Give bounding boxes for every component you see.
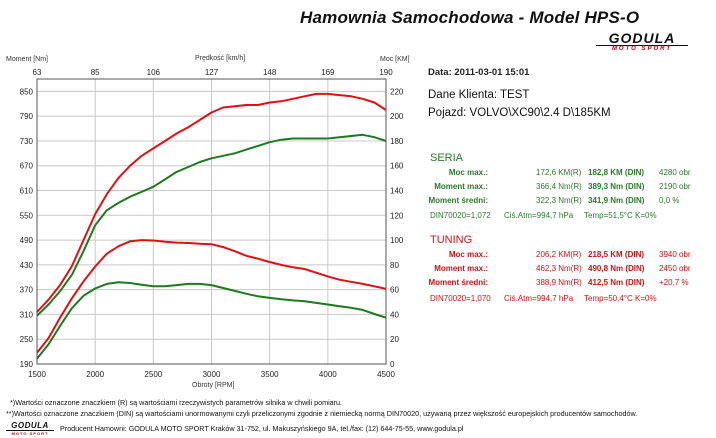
result-extra: +20,7 % — [659, 278, 689, 287]
left-tick-label: 190 — [20, 360, 34, 369]
right-axis-label: Moc [KM] — [380, 56, 410, 63]
vehicle-name: Pojazd: VOLVO\XC90\2.4 D\185KM — [428, 107, 611, 119]
left-tick-label: 490 — [20, 236, 34, 245]
left-tick-label: 370 — [20, 286, 34, 295]
result-value-r: 172,6 KM(R) — [536, 168, 582, 177]
tuning-temp: Temp=50,4°C K=0% — [584, 294, 657, 303]
tuning-din: DIN70020=1,070 — [430, 294, 491, 303]
seria-din: DIN70020=1,072 — [430, 211, 491, 220]
result-value-r: 462,3 Nm(R) — [536, 264, 582, 273]
footnote-r: *)Wartości oznaczone znaczkiem (R) są wa… — [10, 398, 343, 407]
seria-temp: Temp=51,5°C K=0% — [584, 211, 657, 220]
left-axis-label: Moment [Nm] — [6, 56, 49, 63]
right-tick-label: 120 — [390, 211, 404, 220]
left-tick-label: 610 — [20, 187, 34, 196]
bottom-axis-label: Obroty [RPM] — [192, 382, 235, 389]
x-tick-label: 1500 — [28, 370, 46, 379]
right-tick-label: 180 — [390, 137, 404, 146]
chart-grid — [36, 79, 387, 365]
result-label: Moc max.: — [448, 168, 488, 177]
left-tick-label: 310 — [20, 310, 34, 319]
seria-atm: Ciś.Atm=994,7 hPa — [504, 211, 574, 220]
x-tick-label: 2500 — [144, 370, 162, 379]
chart-series — [36, 92, 387, 360]
logo-sub-text: MOTO SPORT — [596, 45, 688, 53]
seria-heading: SERIA — [430, 152, 464, 164]
left-tick-label: 430 — [20, 261, 34, 270]
top-tick-label: 169 — [321, 68, 335, 77]
left-tick-label: 550 — [20, 211, 34, 220]
top-tick-label: 106 — [147, 68, 161, 77]
left-tick-label: 790 — [20, 112, 34, 121]
measurement-date: Data: 2011-03-01 15:01 — [428, 67, 530, 78]
right-tick-label: 100 — [390, 236, 404, 245]
chart-title: Hamownia Samochodowa - Model HPS-O — [300, 8, 640, 27]
x-tick-label: 3500 — [261, 370, 279, 379]
result-extra: 3940 obr — [659, 250, 691, 259]
tuning-atm: Ciś.Atm=994,7 hPa — [504, 294, 574, 303]
result-label: Moment średni: — [428, 278, 488, 287]
godula-logo: GODULA MOTO SPORT — [596, 31, 688, 53]
top-tick-label: 85 — [91, 68, 100, 77]
producer-info: Producent Hamowni: GODULA MOTO SPORT Kra… — [60, 424, 464, 433]
chart-ticks: 1500632000852500106300012735001484000169… — [20, 68, 404, 379]
series-moc-seria-line — [36, 133, 387, 317]
result-value-din: 218,5 KM (DIN) — [588, 250, 645, 259]
result-label: Moment średni: — [428, 196, 488, 205]
plot-frame — [36, 78, 387, 365]
result-value-r: 366,4 Nm(R) — [536, 182, 582, 191]
left-tick-label: 670 — [20, 162, 34, 171]
right-tick-label: 60 — [390, 286, 399, 295]
right-tick-label: 140 — [390, 187, 404, 196]
result-value-r: 206,2 KM(R) — [536, 250, 582, 259]
top-tick-label: 63 — [33, 68, 42, 77]
x-tick-label: 3000 — [203, 370, 221, 379]
result-label: Moc max.: — [448, 250, 488, 259]
series-moment-tuning-line — [36, 239, 387, 354]
result-value-din: 412,5 Nm (DIN) — [588, 278, 645, 287]
result-value-din: 490,8 Nm (DIN) — [588, 264, 645, 273]
top-tick-label: 190 — [379, 68, 393, 77]
right-tick-label: 220 — [390, 87, 404, 96]
result-extra: 4280 obr — [659, 168, 691, 177]
result-value-din: 341,9 Nm (DIN) — [588, 196, 645, 205]
x-tick-label: 4000 — [319, 370, 337, 379]
top-tick-label: 127 — [205, 68, 219, 77]
client-name: Dane Klienta: TEST — [428, 89, 530, 101]
footer-logo-sub: MOTO SPORT — [6, 430, 54, 436]
top-tick-label: 148 — [263, 68, 277, 77]
right-tick-label: 20 — [390, 335, 399, 344]
footer-logo-main: GODULA — [11, 421, 49, 430]
result-label: Moment max.: — [434, 264, 488, 273]
result-extra: 2450 obr — [659, 264, 691, 273]
footnote-din: **)Wartości oznaczone znaczkiem (DIN) są… — [6, 409, 638, 418]
left-tick-label: 250 — [20, 335, 34, 344]
left-tick-label: 850 — [20, 87, 34, 96]
right-tick-label: 160 — [390, 162, 404, 171]
result-extra: 0,0 % — [659, 196, 680, 205]
result-extra: 2190 obr — [659, 182, 691, 191]
series-moment-seria-line — [36, 281, 387, 360]
right-tick-label: 80 — [390, 261, 399, 270]
left-tick-label: 730 — [20, 137, 34, 146]
result-label: Moment max.: — [434, 182, 488, 191]
x-tick-label: 4500 — [377, 370, 395, 379]
x-tick-label: 2000 — [86, 370, 104, 379]
tuning-heading: TUNING — [430, 234, 473, 246]
logo-main-text: GODULA — [608, 30, 676, 46]
series-moc-tuning-line — [36, 92, 387, 313]
top-axis-label: Prędkość [km/h] — [195, 55, 246, 62]
right-tick-label: 0 — [390, 360, 395, 369]
result-value-din: 389,3 Nm (DIN) — [588, 182, 645, 191]
right-tick-label: 40 — [390, 310, 399, 319]
result-value-r: 322,3 Nm(R) — [536, 196, 582, 205]
result-value-din: 182,8 KM (DIN) — [588, 168, 645, 177]
right-tick-label: 200 — [390, 112, 404, 121]
footer-logo: GODULA MOTO SPORT — [6, 422, 54, 436]
result-value-r: 388,9 Nm(R) — [536, 278, 582, 287]
